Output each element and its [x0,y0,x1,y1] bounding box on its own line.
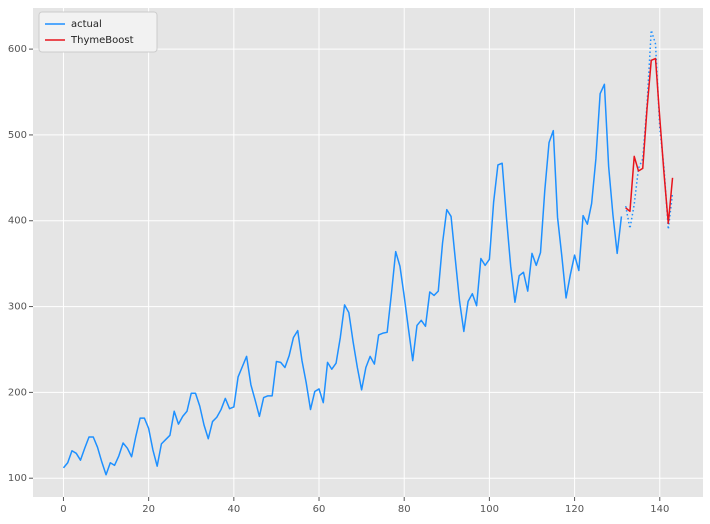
plot-area [33,8,703,497]
x-tick-label: 0 [60,504,66,515]
y-tick-label: 500 [8,130,27,141]
x-tick-label: 20 [142,504,155,515]
y-tick-label: 400 [8,216,27,227]
series-line [625,57,674,225]
x-tick-label: 40 [227,504,240,515]
legend: actual ThymeBoost [38,11,158,53]
legend-label: actual [71,19,102,30]
y-tick-label: 100 [8,473,27,484]
x-tick-label: 80 [398,504,411,515]
x-tick-label: 120 [565,504,584,515]
legend-label: ThymeBoost [70,35,134,46]
y-tick-label: 200 [8,387,27,398]
legend-box [38,11,158,53]
y-tick-label: 300 [8,302,27,313]
x-tick-label: 60 [313,504,326,515]
series-line [62,83,623,476]
x-tick-label: 140 [650,504,669,515]
y-tick-label: 600 [8,44,27,55]
x-tick-label: 100 [480,504,499,515]
